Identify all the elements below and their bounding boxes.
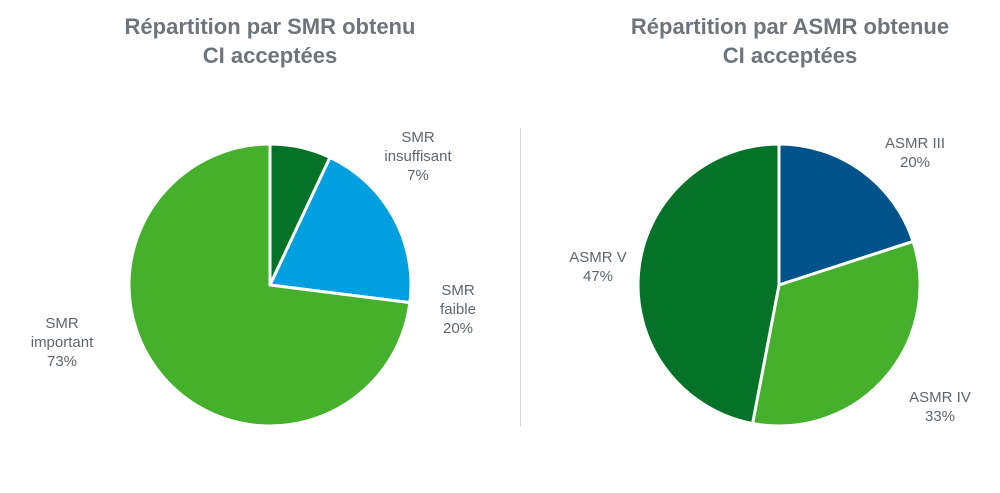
slice-percent: 33%: [925, 408, 955, 425]
slice-label-line: faible: [440, 301, 476, 318]
slice-percent: 20%: [900, 154, 930, 171]
chart-title-asmr: Répartition par ASMR obtenue CI acceptée…: [580, 12, 1000, 70]
pie-slice-smr-faible: [268, 155, 413, 305]
pie-slice-asmr-iv: [751, 239, 922, 428]
chart-title-line-2: CI acceptées: [202, 43, 338, 68]
slice-label: SMR insuffisant 7%: [384, 129, 452, 184]
slice-label: ASMR III 20%: [885, 135, 945, 171]
slice-label-line: SMR: [401, 129, 435, 146]
chart-title-line-1: Répartition par SMR obtenu: [124, 14, 416, 39]
slice-label-line: insuffisant: [384, 148, 452, 165]
slice-label-line: ASMR V: [569, 249, 627, 266]
chart-title-line-2: CI acceptées: [722, 43, 858, 68]
pie-slice-smr-important: [127, 142, 412, 428]
slice-label-line: SMR: [45, 315, 79, 332]
slice-label-line: ASMR IV: [909, 389, 971, 406]
slice-percent: 20%: [443, 320, 473, 337]
pie-slice-asmr-iii: [777, 142, 915, 287]
slice-percent: 73%: [47, 353, 77, 370]
slice-label-line: ASMR III: [885, 135, 945, 152]
pie-slice-asmr-v: [636, 142, 781, 426]
slice-label: ASMR IV 33%: [909, 389, 971, 425]
chart-title-line-1: Répartition par ASMR obtenue: [630, 14, 950, 39]
slice-label: SMR important 73%: [31, 315, 94, 370]
slice-percent: 7%: [407, 167, 429, 184]
slice-label-line: SMR: [441, 282, 475, 299]
chart-title-smr: Répartition par SMR obtenu CI acceptées: [60, 12, 480, 70]
slice-label: ASMR V 47%: [569, 249, 627, 285]
slice-percent: 47%: [583, 268, 613, 285]
chart-divider: [520, 128, 521, 426]
slice-label-line: important: [31, 334, 94, 351]
slice-label: SMR faible 20%: [440, 282, 476, 337]
